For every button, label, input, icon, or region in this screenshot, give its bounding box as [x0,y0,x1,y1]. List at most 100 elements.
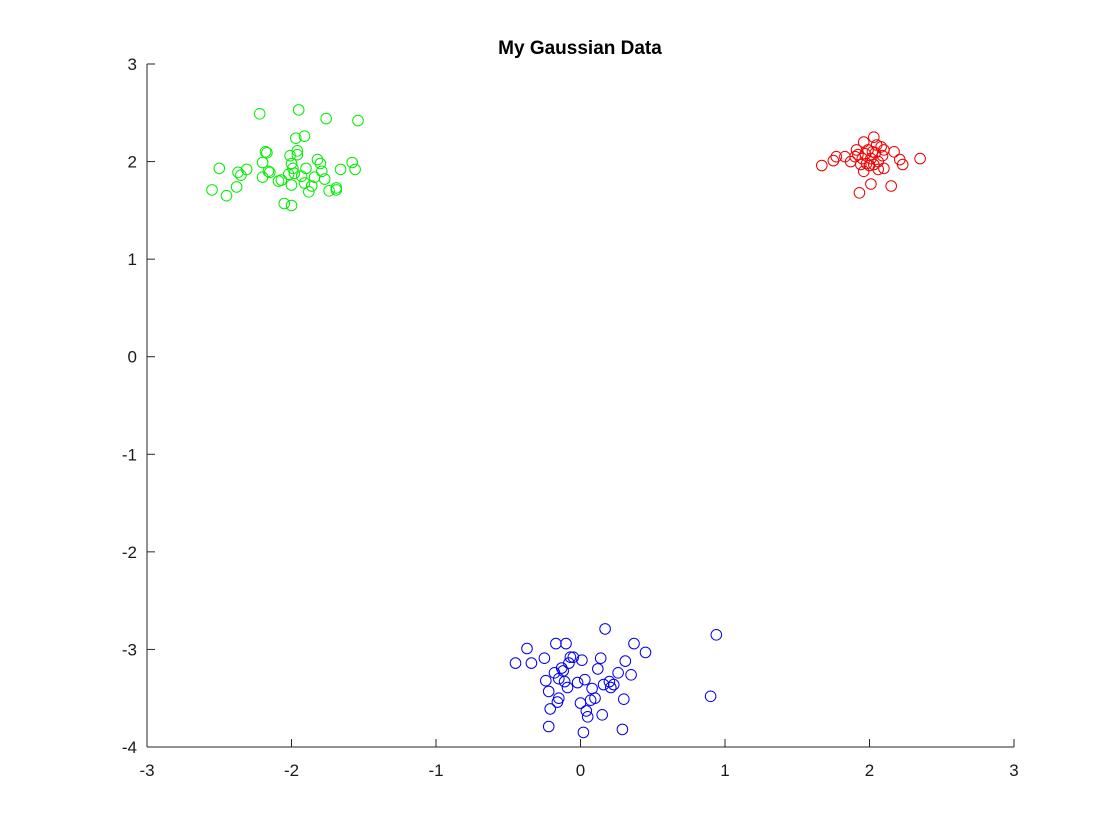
data-point [599,623,611,635]
x-tick-label: -2 [284,761,299,780]
series-1 [816,131,926,199]
data-point [827,154,840,167]
data-point [579,673,591,686]
data-point [540,674,552,687]
data-point [256,156,269,169]
data-point [346,156,359,169]
data-point [235,169,247,181]
data-point [888,146,900,158]
data-point [334,163,347,176]
data-point [259,146,272,158]
x-tick-label: -1 [428,761,443,780]
data-point [311,153,324,166]
data-point [914,152,926,165]
data-point [597,678,610,691]
data-point [521,642,533,655]
data-point [560,637,572,650]
data-point [563,657,575,669]
x-tick-label: 1 [720,761,729,780]
x-tick-label: 3 [1009,761,1018,780]
data-point [232,166,244,179]
data-point [264,166,276,179]
data-point [857,136,870,148]
data-point [574,697,587,709]
data-point [571,676,584,689]
data-point [869,147,882,159]
data-point [303,186,315,198]
y-tick-label: -3 [122,640,137,659]
y-tick-label: -4 [122,738,137,757]
data-point [298,130,311,142]
data-point [607,678,620,691]
data-point [525,657,538,669]
data-point [542,720,555,733]
series-2 [509,623,723,739]
y-tick-label: -2 [122,543,137,562]
data-point [872,163,885,176]
data-point [875,141,887,153]
data-point [857,165,870,178]
data-point [320,112,333,125]
data-point [318,173,331,185]
data-point [253,108,266,120]
data-point [287,162,299,175]
x-tick-label: -3 [139,761,154,780]
chart-title: My Gaussian Data [498,38,662,59]
y-tick-label: 2 [128,153,137,172]
data-point [291,145,304,157]
data-point [816,159,828,172]
data-point [240,163,253,176]
data-point [561,681,574,694]
data-point [282,168,295,181]
data-point [558,675,571,688]
data-point [213,162,226,175]
y-tick-label: 3 [128,55,137,74]
data-point [710,629,723,641]
data-point [830,150,843,163]
data-point [352,114,364,127]
x-tick-label: 2 [865,761,874,780]
data-point [855,158,867,171]
data-point [295,170,308,182]
data-point [538,652,551,665]
data-point [323,185,335,197]
data-point [577,726,590,739]
data-point [619,655,632,667]
data-point [290,132,302,144]
data-point [288,167,301,180]
data-point [285,179,298,191]
data-point [305,180,318,192]
data-point [616,723,629,736]
data-point [256,171,269,183]
data-point [618,693,630,706]
data-point [589,692,601,705]
data-point [275,174,288,186]
data-point [220,189,233,202]
data-point [896,158,909,171]
data-point [542,685,555,698]
y-tick-label: 0 [128,348,137,367]
data-point [853,187,866,199]
data-point [349,163,361,176]
data-point [876,149,889,162]
data-point [580,705,593,717]
data-point [581,711,594,723]
data-point [625,669,637,681]
data-point [292,104,305,116]
data-point [628,637,640,650]
data-point [594,652,607,665]
data-point [596,709,609,721]
data-point [605,681,617,694]
data-point [639,646,652,659]
y-tick-label: -1 [122,445,137,464]
data-point [285,199,298,212]
data-point [704,690,717,703]
x-tick-label: 0 [576,761,585,780]
data-point [567,651,580,664]
data-point [878,162,890,175]
data-point [865,152,877,165]
data-point [330,184,343,196]
y-tick-label: 1 [128,250,137,269]
data-point [586,682,598,695]
